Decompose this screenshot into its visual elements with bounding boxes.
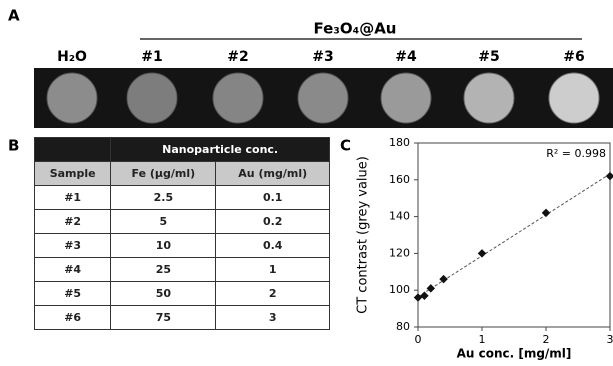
sample-label: #3 <box>312 49 333 65</box>
table-cell <box>35 138 111 162</box>
x-axis-title: Au conc. [mg/ml] <box>457 347 572 361</box>
table-cell: 5 <box>111 210 216 234</box>
sample-label: #1 <box>141 49 162 65</box>
table-cell: #1 <box>35 186 111 210</box>
y-tick-label: 160 <box>389 173 410 186</box>
table-cell: 3 <box>216 306 330 330</box>
panel-label: B <box>8 137 19 155</box>
y-tick-label: 120 <box>389 246 410 259</box>
well <box>464 73 514 123</box>
y-tick-label: 180 <box>389 136 410 149</box>
table-cell: 25 <box>111 258 216 282</box>
x-tick-label: 1 <box>479 333 486 346</box>
table-cell: 2.5 <box>111 186 216 210</box>
table-cell: #5 <box>35 282 111 306</box>
table-cell: Sample <box>35 162 111 186</box>
x-tick-label: 2 <box>543 333 550 346</box>
table-cell: 75 <box>111 306 216 330</box>
data-point <box>427 284 435 292</box>
table-cell: 1 <box>216 258 330 282</box>
table-cell: 0.1 <box>216 186 330 210</box>
well <box>381 73 431 123</box>
table-cell: #6 <box>35 306 111 330</box>
table-cell: #4 <box>35 258 111 282</box>
sample-label: #5 <box>478 49 499 65</box>
panel-label: A <box>8 7 20 25</box>
sample-label: #4 <box>395 49 417 65</box>
data-point <box>478 249 486 257</box>
panel-label: C <box>340 137 351 155</box>
sample-label: #6 <box>563 49 584 65</box>
y-tick-label: 80 <box>396 320 410 333</box>
table-cell: 10 <box>111 234 216 258</box>
y-tick-label: 100 <box>389 283 410 296</box>
table-cell: Nanoparticle conc. <box>111 138 330 162</box>
x-tick-label: 3 <box>607 333 613 346</box>
data-point <box>606 172 613 180</box>
table-cell: Au (mg/ml) <box>216 162 330 186</box>
plot-frame <box>418 143 610 327</box>
y-tick-label: 140 <box>389 210 410 223</box>
data-point <box>542 209 550 217</box>
sample-label: H₂O <box>57 49 87 65</box>
table-cell: Fe (µg/ml) <box>111 162 216 186</box>
table-cell: 0.2 <box>216 210 330 234</box>
table-cell: #3 <box>35 234 111 258</box>
table-cell: 0.4 <box>216 234 330 258</box>
y-axis-title: CT contrast (grey value) <box>356 156 371 314</box>
well <box>213 73 263 123</box>
well <box>47 73 97 123</box>
well <box>298 73 348 123</box>
table-cell: #2 <box>35 210 111 234</box>
table-cell: 50 <box>111 282 216 306</box>
data-point <box>414 293 422 301</box>
figure: A B C Fe₃O₄@Au H₂O#1#2#3#4#5#68010012014… <box>0 0 613 366</box>
annotation: R² = 0.998 <box>546 147 606 160</box>
group-title: Fe₃O₄@Au <box>314 20 397 38</box>
well <box>127 73 177 123</box>
data-point <box>420 291 428 299</box>
table-row: Nanoparticle conc. <box>35 138 330 162</box>
sample-label: #2 <box>227 49 248 65</box>
table-cell: 2 <box>216 282 330 306</box>
x-tick-label: 0 <box>415 333 422 346</box>
well <box>549 73 599 123</box>
